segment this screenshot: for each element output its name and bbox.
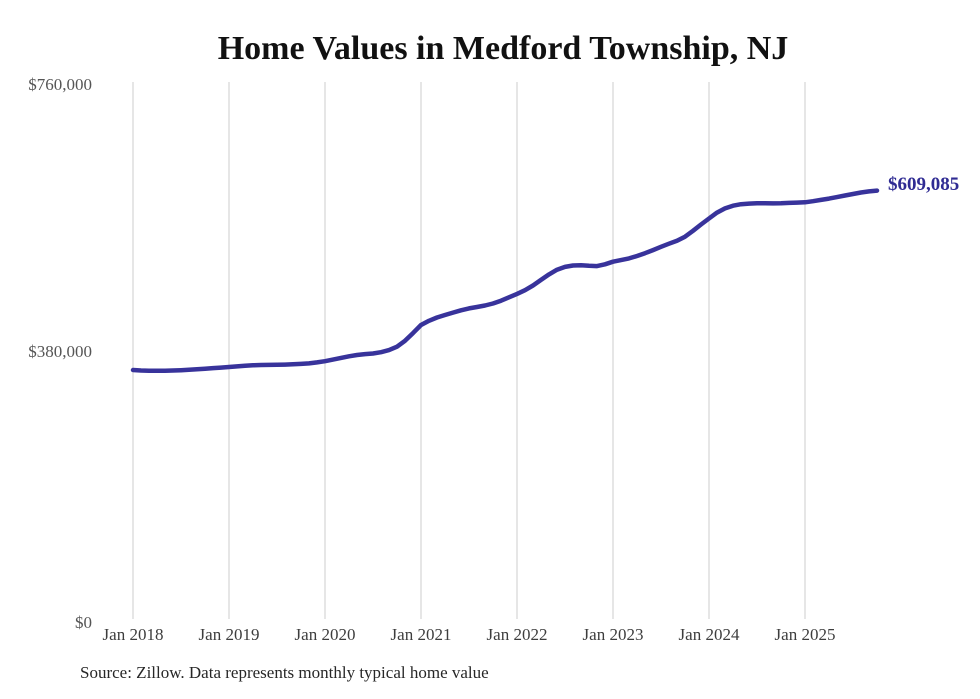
x-axis-tick-label: Jan 2024 xyxy=(678,625,740,644)
x-axis-tick-label: Jan 2018 xyxy=(102,625,164,644)
source-note: Source: Zillow. Data represents monthly … xyxy=(80,663,489,682)
y-axis-tick-label: $760,000 xyxy=(28,75,92,94)
latest-value-label: $609,085 xyxy=(888,174,960,195)
home-value-series-line xyxy=(130,188,880,374)
x-axis-tick-label: Jan 2023 xyxy=(582,625,644,644)
y-axis-tick-label: $380,000 xyxy=(28,342,92,361)
x-axis-tick-label: Jan 2022 xyxy=(486,625,548,644)
y-axis-tick-label: $0 xyxy=(75,613,92,632)
x-axis-tick-label: Jan 2021 xyxy=(390,625,452,644)
x-axis-tick-label: Jan 2025 xyxy=(774,625,836,644)
chart-title: Home Values in Medford Township, NJ xyxy=(217,30,789,67)
x-axis-tick-label: Jan 2020 xyxy=(294,625,356,644)
x-axis-tick-label: Jan 2019 xyxy=(198,625,260,644)
vertical-gridlines xyxy=(132,82,806,619)
